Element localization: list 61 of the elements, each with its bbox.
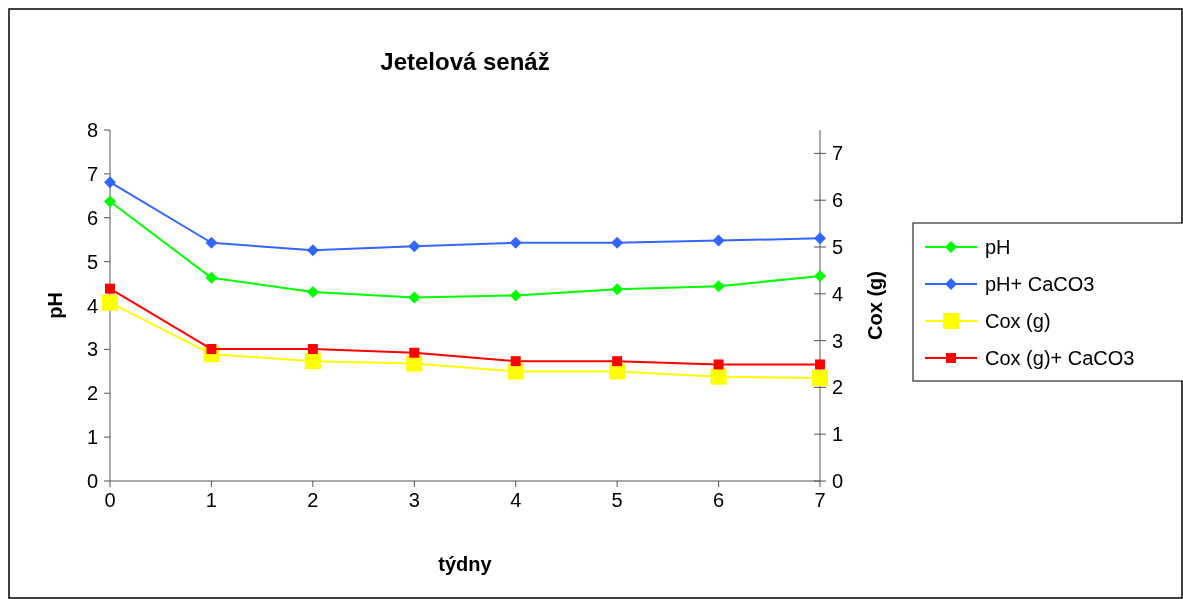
point (104, 195, 116, 208)
point (102, 294, 118, 311)
point (814, 232, 826, 245)
y2-tick-label: 6 (832, 189, 844, 212)
x-tick-label: 3 (408, 489, 420, 511)
point (713, 359, 724, 370)
y-tick-label: 6 (86, 206, 98, 229)
y2-tick-label: 0 (832, 470, 844, 492)
point (306, 244, 319, 257)
point (814, 270, 826, 283)
y2-tick-label: 3 (832, 329, 844, 352)
point (612, 356, 623, 367)
y-tick-label: 8 (86, 119, 98, 141)
point (712, 234, 725, 247)
point (712, 280, 725, 293)
y-tick-label: 4 (86, 294, 98, 317)
point (812, 370, 828, 387)
point (510, 356, 521, 367)
y2-tick-label: 1 (832, 423, 844, 446)
chart-title: Jetelová senáž (380, 48, 550, 75)
legend-label: Cox (g) (985, 310, 1051, 332)
y2-tick-label: 7 (832, 142, 844, 165)
point (104, 176, 116, 189)
x-tick-label: 5 (611, 489, 623, 511)
point (710, 368, 727, 385)
legend-label: pH (985, 236, 1011, 258)
point (406, 355, 423, 372)
x-tick-label: 6 (713, 489, 725, 511)
legend-label: Cox (g)+ CaCO3 (985, 347, 1135, 369)
point (509, 289, 522, 302)
x-tick-label: 0 (104, 489, 116, 511)
point (105, 283, 115, 294)
y-tick-label: 5 (86, 250, 98, 273)
x-tick-label: 4 (510, 489, 522, 511)
point (408, 240, 421, 253)
point (306, 285, 319, 298)
y-tick-label: 3 (86, 338, 98, 361)
point (611, 236, 624, 249)
x-axis-title: týdny (438, 553, 493, 575)
x-tick-label: 1 (205, 489, 217, 511)
point (304, 353, 321, 370)
point (205, 236, 218, 249)
legend-label: pH+ CaCO3 (985, 273, 1095, 295)
y-axis-title: pH (44, 292, 66, 319)
y-tick-label: 1 (86, 426, 98, 449)
point (815, 359, 825, 370)
point (409, 347, 420, 358)
y-tick-label: 2 (86, 382, 98, 405)
y-tick-label: 0 (86, 470, 98, 492)
y2-tick-label: 5 (832, 236, 844, 258)
point (205, 271, 218, 284)
x-tick-label: 7 (814, 489, 826, 511)
point (408, 291, 421, 304)
point (509, 236, 522, 249)
x-tick-label: 2 (307, 489, 319, 511)
y-tick-label: 7 (86, 162, 98, 185)
point (307, 344, 318, 355)
y2-tick-label: 2 (832, 376, 844, 399)
y2-tick-label: 4 (832, 282, 844, 305)
y2-axis-title: Cox (g) (864, 271, 886, 340)
point (611, 283, 624, 296)
